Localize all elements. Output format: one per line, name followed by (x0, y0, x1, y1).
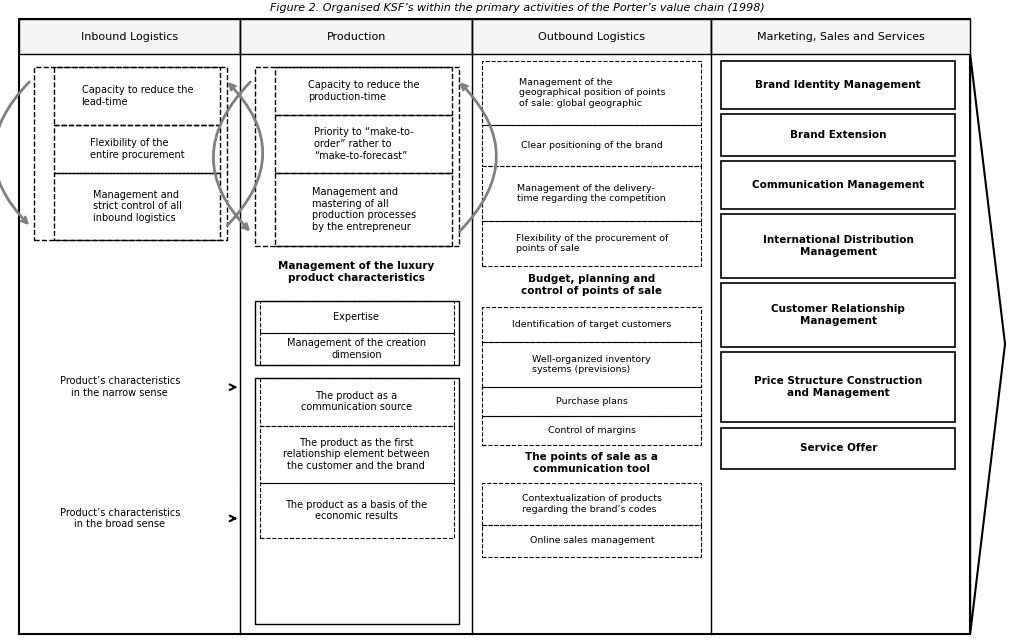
Text: Management of the creation
dimension: Management of the creation dimension (287, 338, 426, 360)
Text: Clear positioning of the brand: Clear positioning of the brand (521, 141, 663, 150)
Text: Management of the
geographical position of points
of sale: global geographic: Management of the geographical position … (519, 78, 665, 108)
Bar (256, 378, 460, 624)
Bar (722, 352, 955, 422)
Bar (260, 426, 455, 483)
Text: Service Offer: Service Offer (800, 444, 877, 453)
Bar (260, 378, 455, 426)
Bar (260, 333, 455, 365)
Text: Price Structure Construction
and Management: Price Structure Construction and Managem… (754, 376, 923, 398)
Text: Production: Production (327, 32, 386, 42)
Bar (482, 221, 701, 266)
Bar (482, 342, 701, 387)
Text: The product as a
communication source: The product as a communication source (300, 391, 412, 412)
Text: The product as the first
relationship element between
the customer and the brand: The product as the first relationship el… (283, 438, 429, 471)
Text: Identification of target customers: Identification of target customers (513, 320, 672, 330)
Text: Brand Extension: Brand Extension (790, 130, 886, 140)
Text: Management and
strict control of all
inbound logistics: Management and strict control of all inb… (92, 190, 182, 223)
Bar (722, 283, 955, 347)
Text: Expertise: Expertise (333, 312, 380, 322)
Text: Management and
mastering of all
production processes
by the entrepreneur: Management and mastering of all producti… (312, 188, 416, 232)
Text: Priority to “make-to-
order” rather to
“make-to-forecast”: Priority to “make-to- order” rather to “… (314, 127, 414, 161)
Bar (35, 67, 227, 240)
Text: Budget, planning and
control of points of sale: Budget, planning and control of points o… (522, 274, 663, 296)
Bar (722, 61, 955, 109)
Text: The product as a basis of the
economic results: The product as a basis of the economic r… (285, 500, 427, 521)
Text: Management of the delivery-
time regarding the competition: Management of the delivery- time regardi… (518, 184, 666, 204)
Bar (256, 301, 460, 365)
Text: Purchase plans: Purchase plans (556, 397, 627, 406)
Bar (722, 428, 955, 469)
Bar (482, 166, 701, 221)
Text: Customer Relationship
Management: Customer Relationship Management (771, 304, 905, 326)
Bar (482, 525, 701, 557)
Bar (241, 19, 472, 54)
Bar (722, 214, 955, 278)
Bar (275, 67, 453, 115)
Text: Flexibility of the procurement of
points of sale: Flexibility of the procurement of points… (516, 234, 668, 253)
Text: Well-organized inventory
systems (previsions): Well-organized inventory systems (previs… (533, 355, 652, 374)
Text: Flexibility of the
entire procurement: Flexibility of the entire procurement (90, 138, 185, 159)
Bar (275, 173, 453, 246)
Text: Product’s characteristics
in the narrow sense: Product’s characteristics in the narrow … (60, 376, 180, 398)
Bar (19, 19, 241, 54)
Text: Brand Identity Management: Brand Identity Management (755, 80, 921, 90)
Text: Capacity to reduce the
lead-time: Capacity to reduce the lead-time (81, 85, 193, 107)
Bar (256, 67, 460, 246)
Bar (260, 301, 455, 333)
Bar (482, 483, 701, 525)
Text: Communication Management: Communication Management (752, 180, 925, 189)
Text: Marketing, Sales and Services: Marketing, Sales and Services (757, 32, 925, 42)
Bar (722, 114, 955, 156)
Text: Contextualization of products
regarding the brand’s codes: Contextualization of products regarding … (522, 494, 662, 514)
Bar (722, 161, 955, 209)
Bar (482, 387, 701, 416)
Bar (482, 125, 701, 166)
Text: Inbound Logistics: Inbound Logistics (81, 32, 179, 42)
Text: Management of the luxury
product characteristics: Management of the luxury product charact… (278, 261, 434, 283)
Bar (482, 307, 701, 342)
Text: Capacity to reduce the
production-time: Capacity to reduce the production-time (309, 81, 419, 102)
Text: International Distribution
Management: International Distribution Management (763, 235, 914, 257)
Bar (472, 19, 712, 54)
Bar (54, 67, 220, 125)
Bar (712, 19, 970, 54)
Text: Figure 2. Organised KSF’s within the primary activities of the Porter’s value ch: Figure 2. Organised KSF’s within the pri… (270, 3, 764, 13)
Text: Outbound Logistics: Outbound Logistics (538, 32, 646, 42)
Bar (260, 483, 455, 538)
Text: Product’s characteristics
in the broad sense: Product’s characteristics in the broad s… (60, 508, 180, 529)
Text: Online sales management: Online sales management (530, 536, 654, 545)
Text: Control of margins: Control of margins (548, 426, 635, 435)
Polygon shape (970, 54, 1005, 634)
Bar (54, 173, 220, 240)
Text: The points of sale as a
communication tool: The points of sale as a communication to… (526, 452, 659, 474)
Bar (482, 416, 701, 445)
Bar (482, 61, 701, 125)
Bar (54, 125, 220, 173)
Bar (275, 115, 453, 173)
